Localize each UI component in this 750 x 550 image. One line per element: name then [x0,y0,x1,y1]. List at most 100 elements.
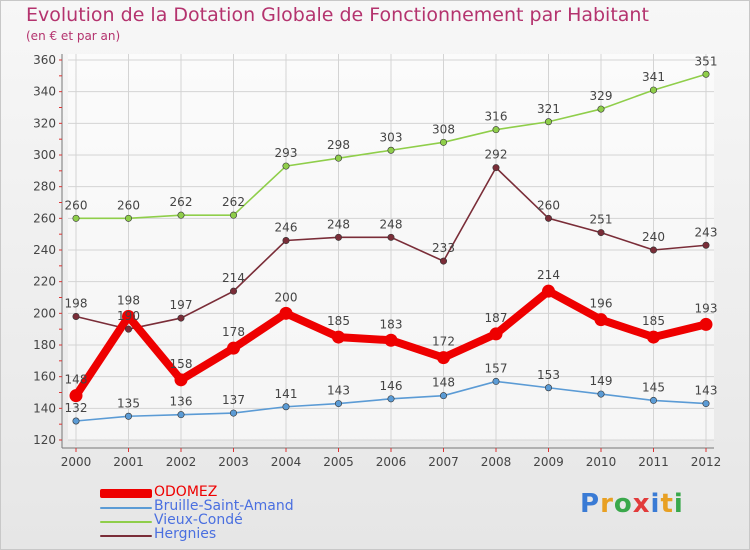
data-point-bruille-saint-amand [387,395,395,403]
y-tick-label: 200 [33,306,56,320]
data-point-vieux-conde [702,70,710,78]
data-point-odomez [699,317,713,331]
y-tick-label: 220 [33,275,56,289]
data-point-vieux-conde [439,138,447,146]
data-point-bruille-saint-amand [439,392,447,400]
data-point-odomez [542,284,555,298]
legend-swatch [100,535,152,537]
y-tick-label: 300 [33,148,56,162]
data-point-odomez [489,327,503,341]
legend-swatch [100,507,152,509]
data-point-odomez [594,313,608,327]
data-label-vieux-conde: 351 [695,54,718,68]
data-label-odomez: 178 [222,325,245,339]
data-point-odomez [174,373,188,387]
data-point-odomez [227,341,240,355]
data-point-bruille-saint-amand [492,377,500,385]
data-point-bruille-saint-amand [544,384,552,392]
data-point-odomez [122,310,135,323]
data-label-vieux-conde: 316 [485,110,508,124]
data-label-bruille-saint-amand: 145 [642,380,665,394]
data-label-hergnies: 248 [327,217,350,231]
data-point-bruille-saint-amand [72,417,80,425]
y-tick-label: 320 [33,116,56,130]
data-label-odomez: 196 [590,297,613,311]
data-point-bruille-saint-amand [125,412,133,420]
y-tick-label: 240 [33,243,56,257]
y-tick-label: 280 [33,180,56,194]
data-label-odomez: 200 [275,290,298,304]
data-label-hergnies: 198 [65,297,88,311]
data-label-vieux-conde: 341 [642,70,665,84]
data-point-vieux-conde [177,211,185,219]
data-label-bruille-saint-amand: 157 [485,361,508,375]
legend-label: Hergnies [154,526,217,542]
data-label-bruille-saint-amand: 143 [327,384,350,398]
data-point-bruille-saint-amand [230,409,238,417]
data-label-bruille-saint-amand: 132 [65,401,88,415]
x-tick-label: 2002 [166,455,197,469]
data-point-vieux-conde [125,214,133,222]
data-label-hergnies: 240 [642,230,665,244]
x-tick-label: 2012 [691,455,722,469]
data-label-hergnies: 214 [222,271,245,285]
y-tick-label: 360 [33,53,56,67]
data-label-hergnies: 251 [590,213,613,227]
x-tick-label: 2007 [428,455,459,469]
data-label-odomez: 148 [65,373,88,387]
data-label-vieux-conde: 298 [327,138,350,152]
legend-label: ODOMEZ [154,484,218,500]
data-label-bruille-saint-amand: 141 [275,387,298,401]
x-tick-label: 2010 [586,455,617,469]
x-tick-label: 2004 [271,455,302,469]
data-label-bruille-saint-amand: 153 [537,368,560,382]
data-label-vieux-conde: 260 [117,198,140,212]
data-label-hergnies: 248 [380,217,403,231]
chart-subtitle: (en € et par an) [26,29,121,43]
x-tick-label: 2009 [533,455,564,469]
data-point-vieux-conde [334,154,342,162]
data-label-vieux-conde: 262 [222,195,245,209]
data-point-odomez [384,333,398,347]
data-point-vieux-conde [72,214,80,222]
data-label-odomez: 183 [380,317,403,331]
y-tick-label: 120 [33,433,56,447]
legend-swatch [100,521,152,523]
data-label-odomez: 198 [117,294,140,308]
y-tick-label: 140 [33,401,56,415]
data-point-vieux-conde [544,118,552,126]
data-point-odomez [437,351,450,365]
data-label-odomez: 193 [695,301,718,315]
x-tick-label: 2008 [481,455,512,469]
data-label-bruille-saint-amand: 136 [170,395,193,409]
data-point-vieux-conde [282,162,290,170]
proxiti-logo: Proxiti [580,489,684,519]
data-label-vieux-conde: 262 [170,195,193,209]
data-point-hergnies [492,164,500,172]
data-point-hergnies [282,237,290,245]
data-point-hergnies [649,246,657,254]
data-label-bruille-saint-amand: 143 [695,384,718,398]
data-label-bruille-saint-amand: 146 [380,379,403,393]
data-point-odomez [69,389,83,403]
y-tick-label: 180 [33,338,56,352]
data-point-hergnies [125,325,133,333]
data-point-vieux-conde [649,86,657,94]
data-label-odomez: 214 [537,268,560,282]
data-point-bruille-saint-amand [334,400,342,408]
data-point-bruille-saint-amand [702,400,710,408]
data-label-vieux-conde: 260 [65,198,88,212]
data-point-bruille-saint-amand [282,403,290,411]
data-label-odomez: 172 [432,335,455,349]
data-label-vieux-conde: 321 [537,102,560,116]
data-point-hergnies [439,257,447,265]
data-label-vieux-conde: 303 [380,130,403,144]
legend-label: Bruille-Saint-Amand [154,498,294,514]
data-label-hergnies: 260 [537,198,560,212]
data-point-vieux-conde [387,146,395,154]
data-label-vieux-conde: 329 [590,89,613,103]
data-point-bruille-saint-amand [597,390,605,398]
x-tick-label: 2006 [376,455,407,469]
data-point-odomez [279,306,293,320]
